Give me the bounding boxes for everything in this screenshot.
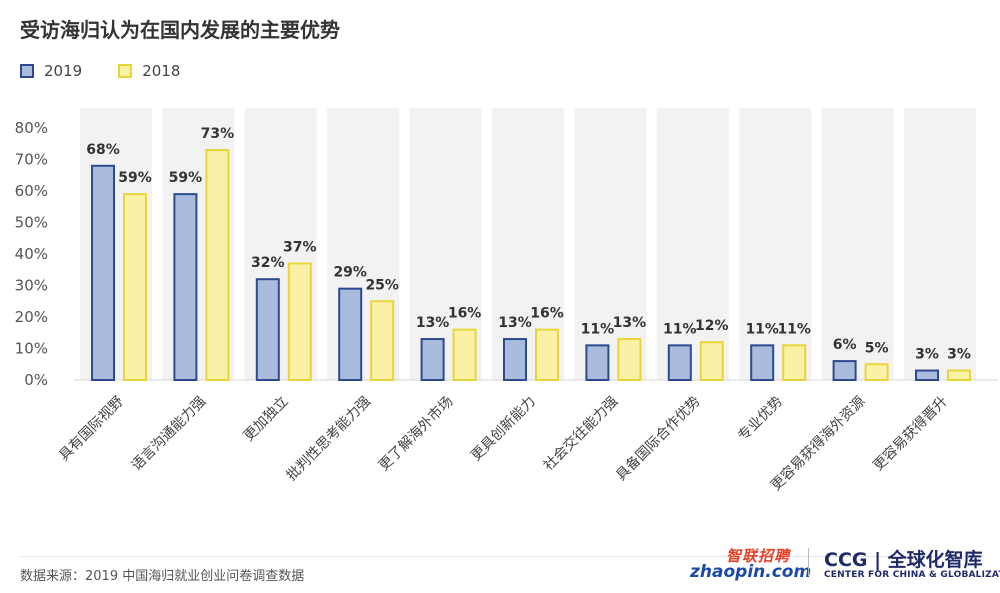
data-label-2019: 11% bbox=[745, 321, 779, 337]
footer-divider bbox=[20, 556, 980, 557]
zhaopin-logo: 智联招聘 zhaopin.com bbox=[690, 545, 811, 582]
bar-2018 bbox=[782, 344, 807, 382]
x-tick-label: 更具创新能力 bbox=[468, 394, 539, 465]
bar-2018 bbox=[864, 363, 889, 381]
y-tick-label: 20% bbox=[15, 308, 48, 326]
y-tick-label: 30% bbox=[15, 277, 48, 295]
bar-2019 bbox=[832, 360, 857, 382]
bar-2019 bbox=[503, 338, 527, 381]
bar-2018 bbox=[617, 338, 642, 381]
data-label-2019: 11% bbox=[581, 321, 615, 337]
x-tick-label: 具备国际合作优势 bbox=[612, 393, 703, 484]
bar-2019 bbox=[585, 344, 610, 382]
legend-item-2019: 2019 bbox=[20, 62, 82, 80]
bar-2019 bbox=[255, 278, 280, 382]
category-band bbox=[739, 108, 812, 380]
x-tick-label: 专业优势 bbox=[735, 394, 786, 445]
data-label-2018: 12% bbox=[695, 318, 729, 334]
x-tick-label: 批判性思考能力强 bbox=[284, 394, 375, 485]
data-label-2018: 11% bbox=[777, 321, 811, 337]
legend-label-2018: 2018 bbox=[142, 62, 181, 80]
y-tick-label: 60% bbox=[15, 182, 48, 200]
data-label-2018: 59% bbox=[118, 170, 152, 186]
bar-2018 bbox=[947, 369, 971, 381]
legend-label-2019: 2019 bbox=[44, 62, 83, 80]
data-label-2018: 37% bbox=[283, 239, 317, 255]
data-label-2019: 6% bbox=[833, 337, 857, 353]
data-label-2018: 3% bbox=[947, 347, 971, 363]
source-note: 数据来源：2019 中国海归就业创业问卷调查数据 bbox=[20, 569, 305, 584]
chart-title: 受访海归认为在国内发展的主要优势 bbox=[20, 18, 340, 42]
bar-2018 bbox=[370, 300, 395, 381]
y-tick-label: 10% bbox=[15, 340, 48, 358]
data-label-2019: 29% bbox=[333, 265, 367, 281]
y-tick-label: 40% bbox=[15, 245, 48, 263]
ccg-logo: CCG | 全球化智库 CENTER FOR CHINA & GLOBALIZA… bbox=[824, 545, 1000, 585]
data-label-2019: 32% bbox=[251, 255, 285, 271]
data-label-2019: 59% bbox=[169, 170, 203, 186]
zhaopin-logo-cn: 智联招聘 bbox=[726, 547, 791, 565]
y-tick-label: 50% bbox=[15, 214, 48, 232]
y-tick-label: 0% bbox=[24, 371, 48, 389]
legend: 2019 2018 bbox=[20, 62, 216, 80]
bar-2019 bbox=[420, 338, 445, 381]
x-tick-label: 更了解海外市场 bbox=[375, 393, 456, 474]
data-label-2018: 16% bbox=[530, 306, 564, 322]
bar-2019 bbox=[91, 164, 115, 381]
bar-2019 bbox=[915, 369, 939, 381]
data-label-2018: 16% bbox=[448, 306, 482, 322]
ccg-logo-sub: CENTER FOR CHINA & GLOBALIZATION bbox=[824, 570, 1000, 580]
x-tick-label: 更容易获得晋升 bbox=[870, 393, 951, 474]
data-label-2019: 3% bbox=[915, 347, 939, 363]
x-tick-label: 具有国际视野 bbox=[56, 394, 127, 465]
bar-chart-plot: 0% 10% 20% 30% 40% 50% 60% 70% 80% 68% 59% 具有国际视野 59… bbox=[15, 108, 998, 494]
data-label-2019: 13% bbox=[498, 315, 532, 331]
data-label-2019: 68% bbox=[86, 142, 120, 158]
data-label-2019: 11% bbox=[663, 321, 697, 337]
x-tick-label: 社会交往能力强 bbox=[540, 393, 621, 474]
data-label-2019: 13% bbox=[416, 315, 450, 331]
bar-2018 bbox=[535, 328, 559, 382]
bar-2018 bbox=[699, 341, 724, 382]
logo-divider bbox=[808, 548, 809, 576]
category-band bbox=[574, 108, 647, 380]
category-band bbox=[656, 108, 729, 380]
data-label-2018: 25% bbox=[365, 277, 399, 293]
bar-2018 bbox=[205, 149, 230, 381]
x-tick-label: 更加独立 bbox=[241, 394, 292, 445]
bar-2019 bbox=[750, 344, 775, 382]
bar-2019 bbox=[338, 287, 363, 381]
category-band bbox=[904, 108, 976, 380]
legend-item-2018: 2018 bbox=[118, 62, 180, 80]
ccg-logo-main: CCG | 全球化智库 bbox=[824, 549, 983, 571]
bar-2018 bbox=[452, 328, 477, 382]
bar-2018 bbox=[287, 262, 312, 382]
y-tick-label: 80% bbox=[15, 119, 48, 137]
bar-2019 bbox=[173, 193, 198, 381]
bar-2018 bbox=[123, 193, 147, 381]
zhaopin-logo-en: zhaopin.com bbox=[690, 562, 812, 582]
x-tick-label: 语言沟通能力强 bbox=[129, 394, 210, 475]
data-label-2018: 5% bbox=[865, 340, 889, 356]
legend-swatch-2018 bbox=[118, 64, 133, 78]
legend-swatch-2019 bbox=[20, 64, 34, 78]
data-label-2018: 13% bbox=[613, 315, 647, 331]
bar-2019 bbox=[667, 344, 692, 382]
y-tick-label: 70% bbox=[15, 151, 48, 169]
category-band bbox=[821, 108, 894, 380]
data-label-2018: 73% bbox=[201, 126, 235, 142]
